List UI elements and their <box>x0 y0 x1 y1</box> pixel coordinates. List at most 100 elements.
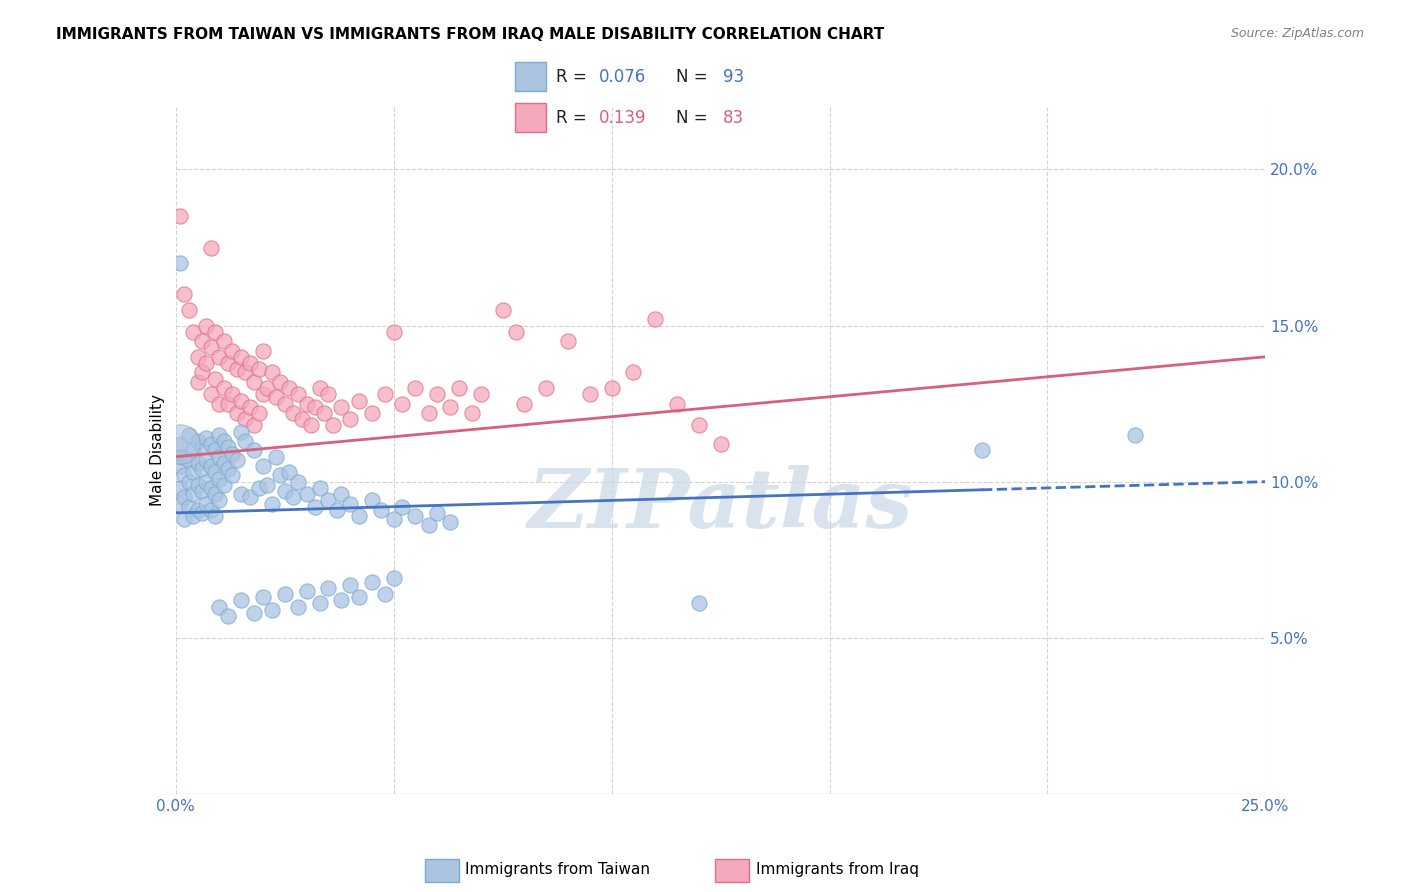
Text: N =: N = <box>676 68 713 86</box>
Point <box>304 400 326 414</box>
Text: Immigrants from Iraq: Immigrants from Iraq <box>755 863 918 877</box>
Point <box>231 487 253 501</box>
Point <box>235 434 257 448</box>
Point <box>191 483 214 498</box>
Point <box>264 390 287 404</box>
Point <box>169 481 191 495</box>
Point <box>208 471 231 485</box>
Point <box>173 287 195 301</box>
Point <box>374 587 396 601</box>
Point <box>322 418 344 433</box>
Point <box>374 387 396 401</box>
Point <box>169 437 191 451</box>
Point <box>173 450 195 464</box>
Point <box>169 496 191 510</box>
Point <box>195 431 218 445</box>
Point <box>461 406 484 420</box>
Point <box>169 437 191 451</box>
Point <box>217 396 239 410</box>
Point <box>326 502 349 516</box>
Point <box>235 412 257 426</box>
Point <box>231 593 253 607</box>
Point <box>195 496 218 510</box>
Point <box>186 456 209 470</box>
Point <box>243 443 266 458</box>
Point <box>688 418 710 433</box>
Text: ZIPatlas: ZIPatlas <box>527 466 914 545</box>
Point <box>231 393 253 408</box>
Text: Immigrants from Taiwan: Immigrants from Taiwan <box>465 863 650 877</box>
Point <box>208 350 231 364</box>
Point <box>330 400 353 414</box>
Point <box>391 500 413 514</box>
Point <box>269 375 291 389</box>
Point <box>186 375 209 389</box>
Point <box>221 446 243 460</box>
Point <box>208 599 231 614</box>
Text: 83: 83 <box>723 109 744 127</box>
Point <box>256 478 278 492</box>
Text: R =: R = <box>555 109 592 127</box>
Point <box>173 512 195 526</box>
Point <box>347 393 370 408</box>
Point <box>312 406 335 420</box>
Point <box>287 599 309 614</box>
Point <box>186 502 209 516</box>
Point <box>204 371 226 385</box>
Point <box>200 502 222 516</box>
Point <box>287 475 309 489</box>
Point <box>318 493 340 508</box>
Point <box>169 256 191 270</box>
Point <box>181 508 204 523</box>
Point <box>212 334 235 348</box>
FancyBboxPatch shape <box>516 103 547 132</box>
Point <box>231 350 253 364</box>
Point <box>405 508 427 523</box>
Point <box>177 452 200 467</box>
Point <box>439 515 461 529</box>
Point <box>217 608 239 623</box>
Point <box>295 583 318 598</box>
Point <box>644 312 666 326</box>
Point <box>970 443 993 458</box>
Text: 93: 93 <box>723 68 744 86</box>
Point <box>221 343 243 358</box>
Point <box>299 418 322 433</box>
Point <box>600 381 623 395</box>
Point <box>274 483 297 498</box>
Point <box>195 452 218 467</box>
Point <box>177 427 200 442</box>
Point <box>666 396 689 410</box>
Point <box>212 434 235 448</box>
Point <box>200 240 222 255</box>
Point <box>447 381 470 395</box>
Point <box>217 356 239 370</box>
Point <box>212 478 235 492</box>
Point <box>308 481 330 495</box>
FancyBboxPatch shape <box>716 859 749 882</box>
Point <box>208 396 231 410</box>
Point <box>252 343 274 358</box>
Point <box>621 366 644 380</box>
Point <box>1123 427 1146 442</box>
Point <box>191 506 214 520</box>
Y-axis label: Male Disability: Male Disability <box>149 394 165 507</box>
Point <box>243 606 266 620</box>
Point <box>579 387 602 401</box>
Point <box>308 381 330 395</box>
Point <box>418 518 440 533</box>
Point <box>200 458 222 473</box>
Point <box>418 406 440 420</box>
Point <box>295 487 318 501</box>
Text: Source: ZipAtlas.com: Source: ZipAtlas.com <box>1230 27 1364 40</box>
Point <box>208 493 231 508</box>
Point <box>557 334 579 348</box>
Point <box>513 396 536 410</box>
Point <box>181 487 204 501</box>
Point <box>177 500 200 514</box>
Point <box>534 381 557 395</box>
Point <box>347 508 370 523</box>
Point <box>360 574 382 589</box>
Point <box>304 500 326 514</box>
Point <box>492 302 515 317</box>
